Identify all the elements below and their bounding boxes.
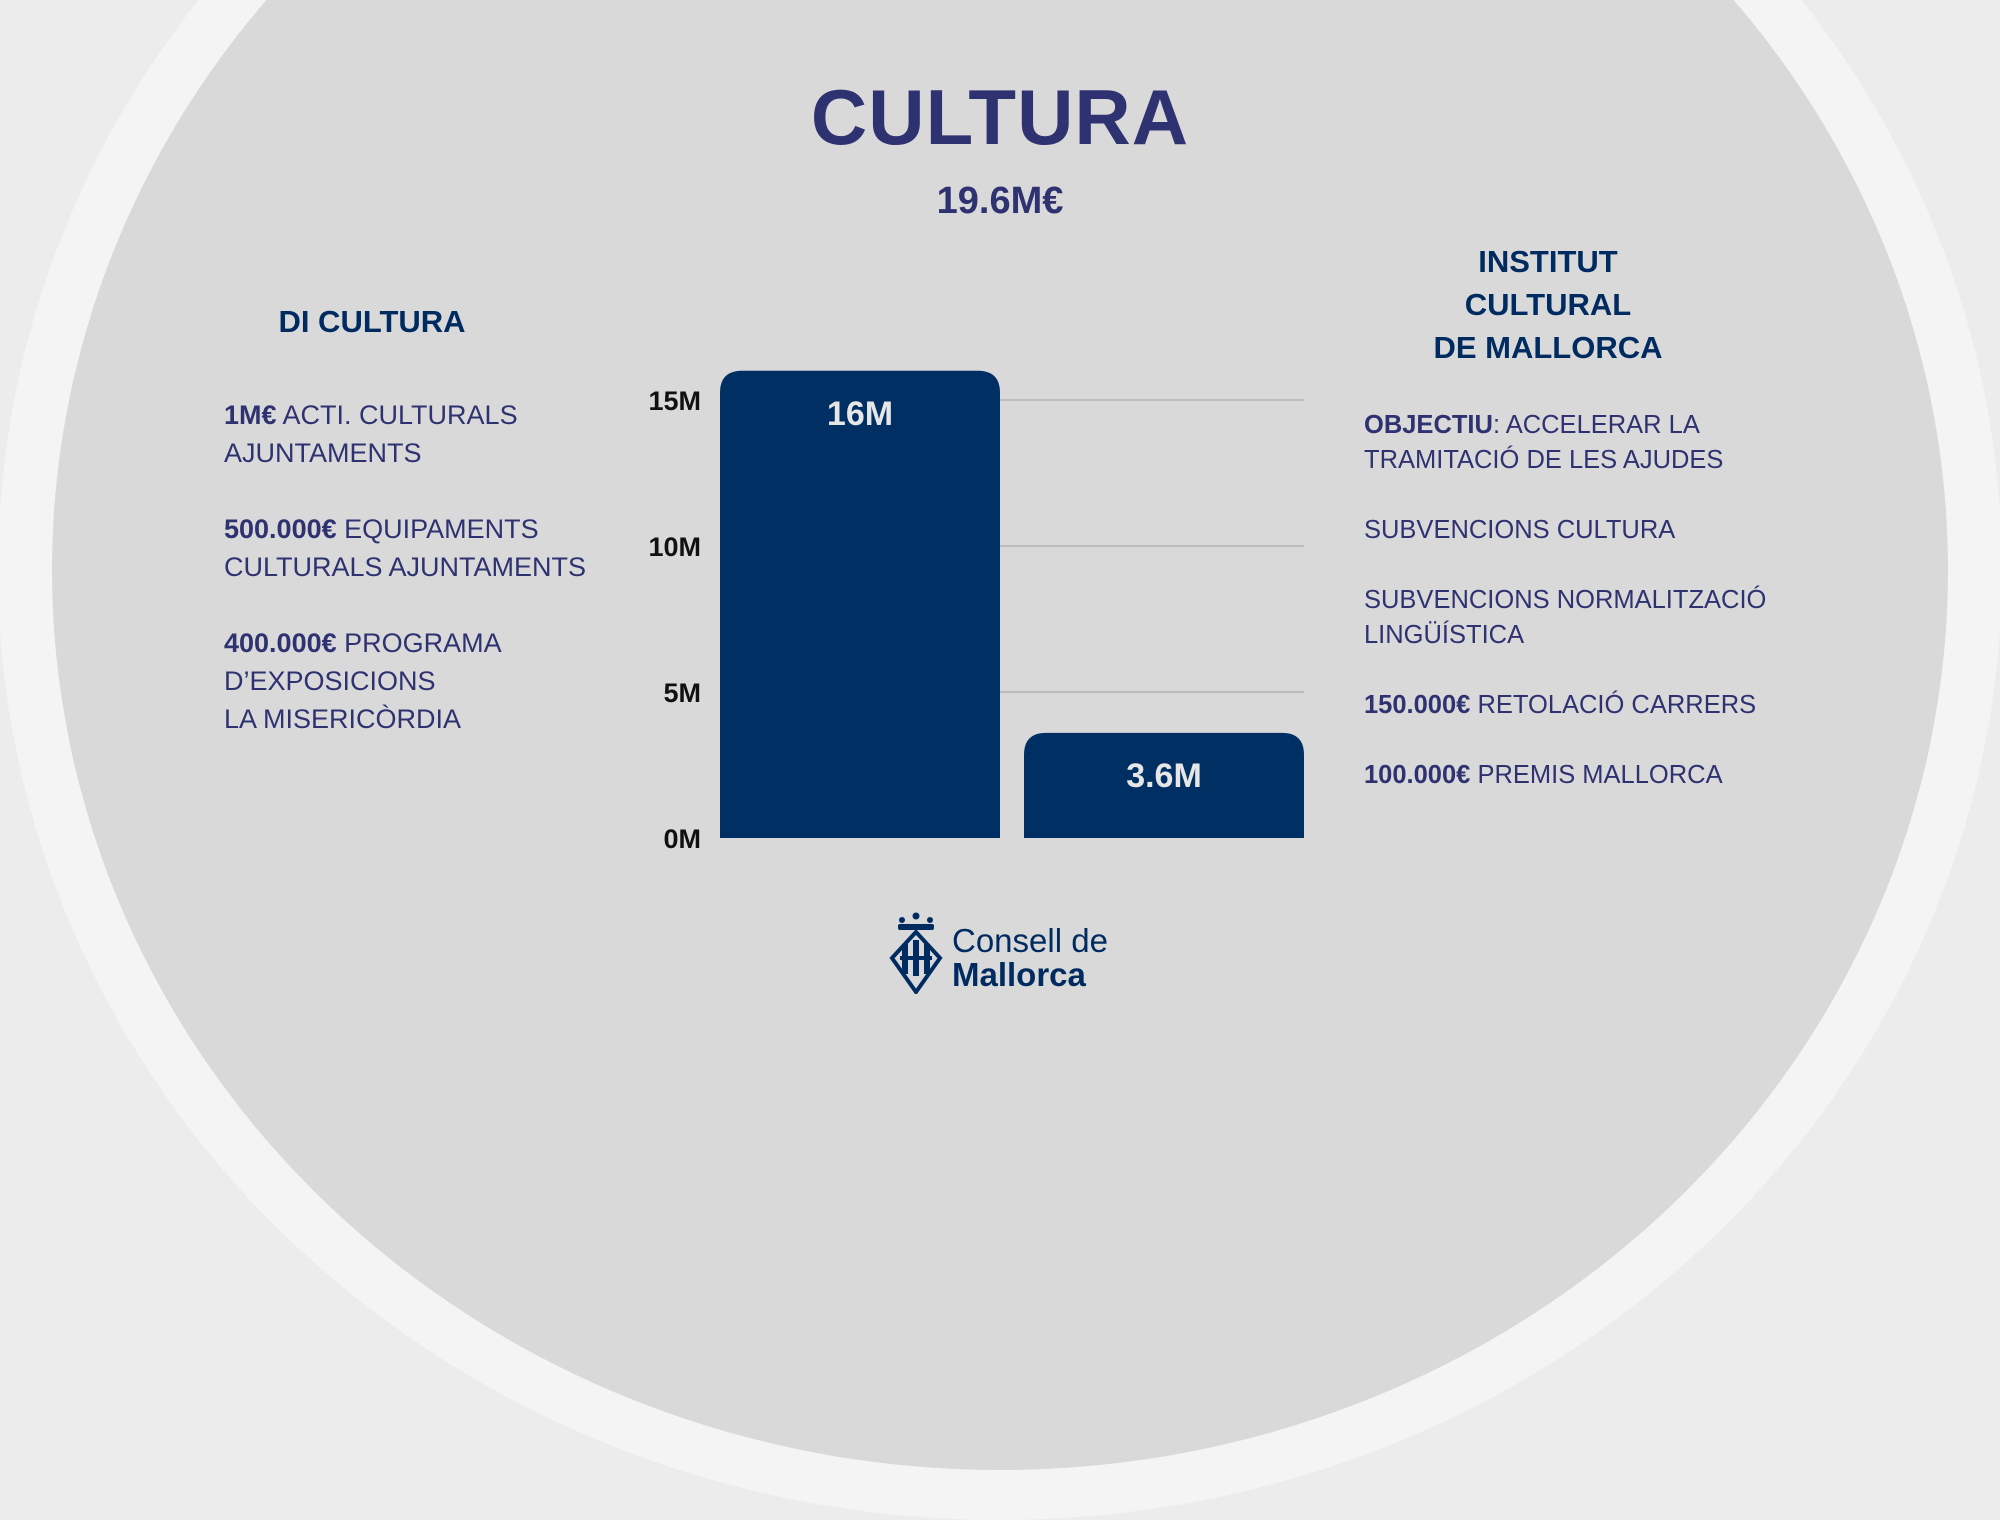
list-item: 150.000€ RETOLACIÓ CARRERS [1364,688,1814,723]
list-item-text: TRAMITACIÓ DE LES AJUDES [1364,446,1724,474]
list-item-text: RETOLACIÓ CARRERS [1477,691,1757,719]
logo-line-2: Mallorca [952,956,1086,993]
y-tick-label: 0M [663,824,701,854]
list-item-amount: 400.000€ [224,628,337,658]
list-item-amount: 150.000€ [1364,691,1471,719]
list-item-text: EQUIPAMENTS [344,514,539,544]
list-item-line: SUBVENCIONS CULTURA [1364,513,1814,548]
list-item-line: 400.000€ PROGRAMA [224,624,604,662]
list-item-text: PROGRAMA [344,628,502,658]
right-heading-line: CULTURAL [1464,287,1632,322]
list-item: OBJECTIU: ACCELERAR LA TRAMITACIÓ DE LES … [1364,408,1814,478]
bar-chart: 0M 5M 10M 15M 16M 3.6M [648,370,1304,854]
list-item-amount: 500.000€ [224,514,337,544]
right-column-list: OBJECTIU: ACCELERAR LA TRAMITACIÓ DE LES … [1364,408,1814,828]
list-item-text: SUBVENCIONS CULTURA [1364,516,1676,544]
list-item-text: D’EXPOSICIONS [224,666,436,696]
list-item-line: OBJECTIU: ACCELERAR LA [1364,408,1814,443]
list-item-line: LA MISERICÒRDIA [224,700,604,738]
list-item-separator: : [1492,411,1501,439]
list-item-line: 100.000€ PREMIS MALLORCA [1364,758,1814,793]
y-tick-label: 5M [663,678,701,708]
list-item-line: 500.000€ EQUIPAMENTS [224,510,604,548]
list-item-line: D’EXPOSICIONS [224,662,604,700]
list-item-amount: 1M€ [224,400,277,430]
coat-of-arms-icon [889,912,943,996]
list-item: 400.000€ PROGRAMA D’EXPOSICIONS LA MISERIC… [224,624,604,738]
right-heading-line: INSTITUT [1478,244,1618,279]
total-amount: 19.6M€ [936,180,1064,222]
list-item-amount: 100.000€ [1364,761,1471,789]
y-tick-label: 15M [648,386,701,416]
list-item: 500.000€ EQUIPAMENTS CULTURALS AJUNTAMENT… [224,510,604,586]
list-item-line: AJUNTAMENTS [224,434,604,472]
list-item-text: LINGÜÍSTICA [1364,621,1525,649]
bar-data-label: 16M [827,395,893,433]
list-item-text: LA MISERICÒRDIA [224,704,462,734]
list-item-line: LINGÜÍSTICA [1364,618,1814,653]
list-item-line: SUBVENCIONS NORMALITZACIÓ [1364,583,1814,618]
right-heading-line: DE MALLORCA [1433,330,1663,365]
list-item-text: AJUNTAMENTS [224,438,422,468]
consell-de-mallorca-logo: Consell de Mallorca [888,912,1128,998]
right-column-heading: INSTITUT CULTURAL DE MALLORCA [1398,240,1698,369]
list-item-line: 150.000€ RETOLACIÓ CARRERS [1364,688,1814,723]
list-item-text: SUBVENCIONS NORMALITZACIÓ [1364,586,1767,614]
list-item-line: 1M€ ACTI. CULTURALS [224,396,604,434]
list-item-text: ACCELERAR LA [1505,411,1700,439]
list-item: 100.000€ PREMIS MALLORCA [1364,758,1814,793]
list-item: SUBVENCIONS NORMALITZACIÓ LINGÜÍSTICA [1364,583,1814,653]
list-item-amount: OBJECTIU [1364,411,1493,439]
list-item-text: ACTI. CULTURALS [282,400,518,430]
list-item-line: CULTURALS AJUNTAMENTS [224,548,604,586]
y-tick-label: 10M [648,532,701,562]
bar [1024,732,1304,838]
list-item-text: CULTURALS AJUNTAMENTS [224,552,587,582]
logo-line-1: Consell de [952,922,1108,959]
bar-data-label: 3.6M [1126,757,1202,795]
list-item-text: PREMIS MALLORCA [1477,761,1723,789]
left-column-list: 1M€ ACTI. CULTURALS AJUNTAMENTS 500.000€ E… [224,396,604,776]
list-item-line: TRAMITACIÓ DE LES AJUDES [1364,443,1814,478]
page-title: CULTURA [810,73,1190,161]
list-item: SUBVENCIONS CULTURA [1364,513,1814,548]
list-item: 1M€ ACTI. CULTURALS AJUNTAMENTS [224,396,604,472]
left-column-heading: DI CULTURA [278,304,466,339]
bar [720,370,1000,838]
